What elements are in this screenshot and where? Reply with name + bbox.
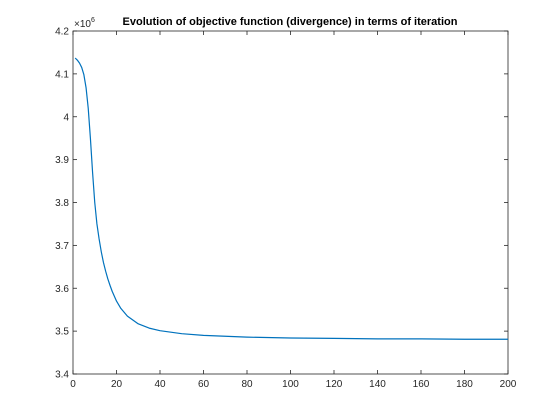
y-tick-label: 3.8 (55, 198, 69, 209)
x-tick-label: 60 (198, 379, 210, 390)
series-line (74, 57, 508, 340)
x-tick-label: 200 (500, 379, 517, 390)
plot-area: 0 20 40 60 80 100 120 140 160 180 200 3.4 3.5 3.6 3.7 3… (55, 17, 517, 390)
x-tick-label: 0 (70, 379, 76, 390)
x-tick-label: 40 (154, 379, 166, 390)
x-tick-label: 180 (456, 379, 473, 390)
x-tick-label: 80 (241, 379, 253, 390)
y-tick-label: 3.4 (55, 370, 69, 381)
axes-box (72, 30, 509, 375)
x-tick-label: 120 (326, 379, 343, 390)
chart-title: Evolution of objective function (diverge… (123, 16, 458, 28)
y-tick-label: 3.6 (55, 284, 69, 295)
y-tick-label: 3.9 (55, 155, 69, 166)
y-axis-multiplier: ×106 (74, 17, 95, 30)
y-tick-label: 4.1 (55, 69, 69, 80)
x-tick-label: 140 (369, 379, 386, 390)
y-axis-multiplier-exponent: 6 (91, 17, 95, 24)
y-tick-label: 3.5 (55, 327, 69, 338)
y-tick-label: 4.2 (55, 27, 69, 38)
x-tick-label: 20 (111, 379, 123, 390)
y-axis-multiplier-base: ×10 (74, 19, 91, 30)
x-tick-label: 160 (413, 379, 430, 390)
y-tick-label: 4 (63, 112, 69, 123)
x-tick-label: 100 (282, 379, 299, 390)
y-tick-label: 3.7 (55, 241, 69, 252)
